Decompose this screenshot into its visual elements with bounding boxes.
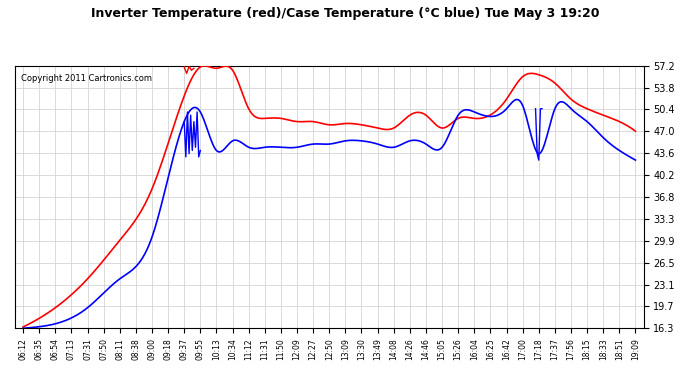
Text: Inverter Temperature (red)/Case Temperature (°C blue) Tue May 3 19:20: Inverter Temperature (red)/Case Temperat…	[91, 8, 599, 21]
Text: Copyright 2011 Cartronics.com: Copyright 2011 Cartronics.com	[21, 74, 152, 82]
